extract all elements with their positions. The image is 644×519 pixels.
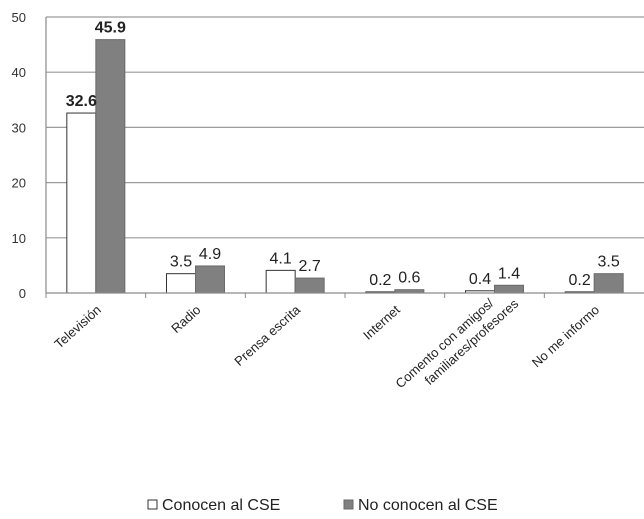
data-label: 3.5 bbox=[170, 254, 192, 271]
data-labels: 32.6 45.9 3.5 4.9 4.1 2.7 0.2 0.6 0.4 1.4 0.2 3.5 bbox=[66, 20, 620, 289]
bar bbox=[95, 39, 126, 294]
y-tick-label: 20 bbox=[12, 176, 26, 191]
legend-item: Conocen al CSE bbox=[147, 497, 280, 514]
data-label: 0.4 bbox=[469, 271, 491, 288]
category-label: No me informo bbox=[529, 302, 602, 370]
bar bbox=[294, 277, 325, 294]
bar bbox=[66, 112, 97, 294]
category-label: Prensa escrita bbox=[231, 302, 303, 369]
bar bbox=[166, 273, 196, 294]
category-labels: Televisión Radio Prensa escrita InternetCom… bbox=[51, 283, 602, 404]
data-label: 2.7 bbox=[299, 258, 321, 275]
gridlines bbox=[46, 16, 644, 239]
bars bbox=[66, 39, 624, 294]
bar bbox=[195, 265, 225, 294]
y-tick-label: 50 bbox=[12, 10, 26, 25]
legend-swatch bbox=[343, 499, 354, 510]
legend-label: No conocen al CSE bbox=[358, 497, 498, 514]
axes bbox=[45, 17, 644, 298]
legend: Conocen al CSE No conocen al CSE bbox=[147, 497, 498, 514]
legend-label: Conocen al CSE bbox=[162, 497, 280, 514]
legend-swatch bbox=[147, 499, 158, 510]
legend-item: No conocen al CSE bbox=[343, 497, 498, 514]
bar bbox=[593, 273, 624, 294]
data-label: 4.1 bbox=[270, 250, 292, 267]
data-label: 3.5 bbox=[598, 254, 620, 271]
y-axis-tick-labels: 0 10 20 30 40 50 bbox=[12, 10, 26, 301]
data-label: 1.4 bbox=[498, 265, 520, 282]
data-label: 0.6 bbox=[398, 270, 420, 287]
y-tick-label: 40 bbox=[12, 65, 26, 80]
category-label: Radio bbox=[168, 302, 203, 336]
y-tick-label: 30 bbox=[12, 120, 26, 135]
category-label: Televisión bbox=[51, 302, 103, 351]
y-tick-label: 0 bbox=[19, 286, 26, 301]
data-label: 0.2 bbox=[569, 272, 591, 289]
data-label: 45.9 bbox=[95, 20, 126, 37]
data-label: 0.2 bbox=[369, 272, 391, 289]
data-label: 32.6 bbox=[66, 93, 97, 110]
y-tick-label: 10 bbox=[12, 231, 26, 246]
data-label: 4.9 bbox=[199, 246, 221, 263]
category-label: Internet bbox=[360, 302, 403, 343]
bar bbox=[494, 284, 524, 294]
category-label: Comento con amigos/familiares/profesores bbox=[392, 283, 521, 404]
bar bbox=[265, 269, 296, 294]
